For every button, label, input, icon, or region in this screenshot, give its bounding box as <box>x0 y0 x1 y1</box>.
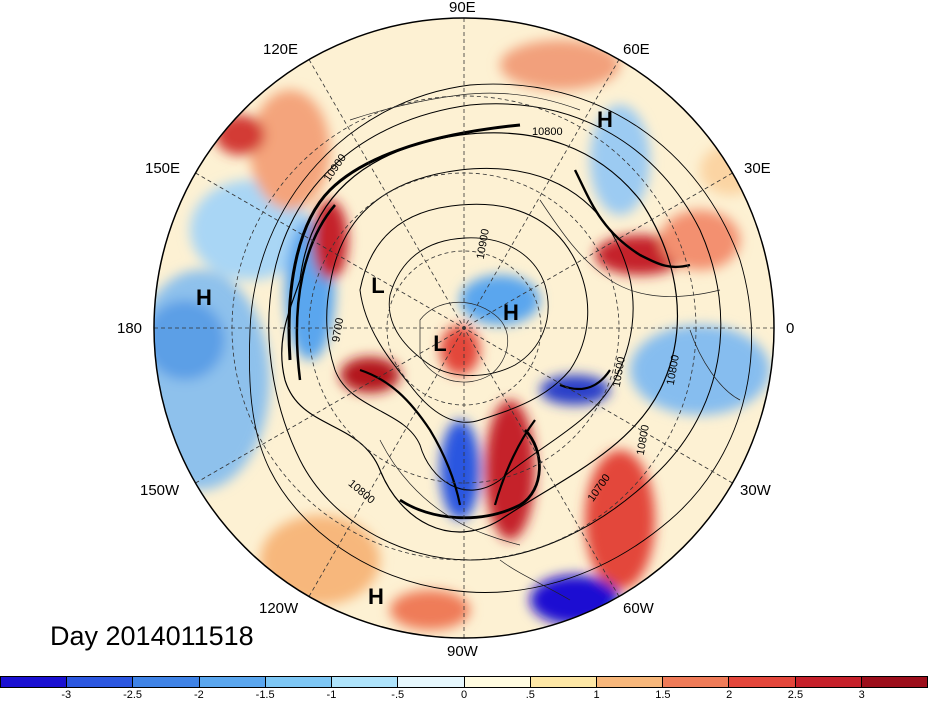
colorbar-tick-label: 0 <box>460 689 468 701</box>
lon-label-90e: 90E <box>449 0 476 16</box>
lon-label-150e: 150E <box>145 160 181 177</box>
lon-label-120e: 120E <box>263 41 299 58</box>
lon-label-180: 180 <box>117 320 143 337</box>
anomaly-field <box>154 18 774 638</box>
high-center-marker: H <box>597 107 613 132</box>
colorbar-cell <box>199 677 266 687</box>
colorbar-cell <box>332 677 399 687</box>
colorbar-cell <box>464 677 531 687</box>
colorbar-cell <box>729 677 796 687</box>
colorbar <box>0 676 928 688</box>
lon-label-60e: 60E <box>623 41 650 58</box>
colorbar-cell <box>596 677 664 687</box>
colorbar-tick-label: 3 <box>858 689 865 701</box>
colorbar-tick-label: -2.5 <box>123 689 143 701</box>
graticule <box>154 18 774 638</box>
lon-label-90w: 90W <box>447 643 478 660</box>
colorbar-cell <box>663 677 730 687</box>
polar-map <box>153 17 775 639</box>
colorbar-tick-label: 1.5 <box>655 689 671 701</box>
high-center-marker: H <box>503 300 519 325</box>
colorbar-cell <box>265 677 333 687</box>
contour-label: 10800 <box>532 126 563 138</box>
coastlines <box>349 92 741 601</box>
lon-label-30w: 30W <box>740 482 771 499</box>
lon-label-30e: 30E <box>744 160 771 177</box>
colorbar-cell <box>530 677 597 687</box>
low-center-marker: L <box>371 273 385 298</box>
colorbar-tick-label: .5 <box>525 689 535 701</box>
lon-label-60w: 60W <box>623 600 654 617</box>
date-title: Day 2014011518 <box>50 621 254 651</box>
colorbar-tick-label: 2.5 <box>787 689 804 701</box>
high-center-marker: H <box>368 584 384 609</box>
lon-label-0: 0 <box>786 320 795 337</box>
lon-label-120w: 120W <box>259 600 299 617</box>
map-border <box>153 17 775 639</box>
colorbar-cell <box>1 677 68 687</box>
colorbar-tick-label: 2 <box>726 689 733 701</box>
lon-label-150w: 150W <box>140 482 180 499</box>
colorbar-tick-label: -.5 <box>391 689 405 701</box>
colorbar-cell <box>133 677 200 687</box>
colorbar-cell <box>861 677 928 687</box>
height-contours <box>248 83 752 593</box>
low-center-marker: L <box>433 331 447 356</box>
colorbar-cell <box>67 677 134 687</box>
colorbar-tick-label: -1 <box>326 689 337 701</box>
colorbar-cell <box>398 677 465 687</box>
colorbar-tick-label: -3 <box>61 689 72 701</box>
colorbar-tick-label: 1 <box>593 689 600 701</box>
colorbar-cell <box>795 677 862 687</box>
high-center-marker: H <box>196 285 212 310</box>
colorbar-tick-label: -1.5 <box>255 689 275 701</box>
colorbar-tick-label: -2 <box>193 689 204 701</box>
